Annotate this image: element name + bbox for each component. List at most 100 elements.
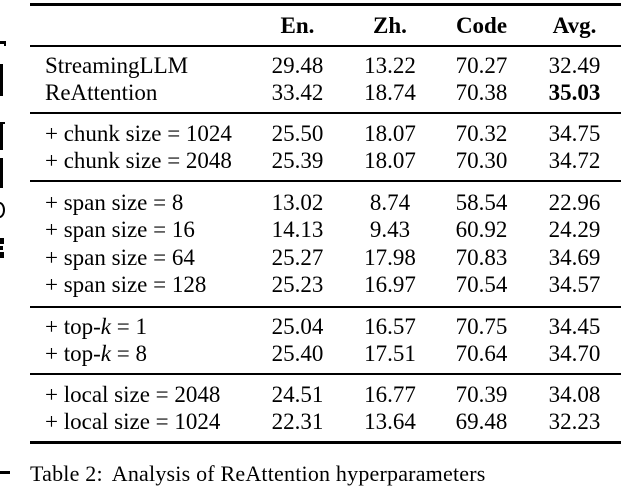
cell-en: 25.39 [271,147,324,173]
cell-zh: 17.51 [364,341,416,366]
table-row: + top-k = 1 25.04 16.57 70.75 34.45 [30,314,621,341]
cell-en: 13.02 [271,189,324,215]
cell-zh: 18.07 [364,147,416,173]
cell-code: 69.48 [455,408,508,434]
table-row: + span size = 128 25.23 16.97 70.54 34.5… [30,272,621,300]
table-toprule [30,3,621,6]
cell-avg: 34.75 [548,120,601,146]
table-midrule [30,45,621,47]
table-header-row: En. Zh. Code Avg. [30,6,621,45]
column-header-code: Code [455,12,508,38]
table-row: + span size = 8 13.02 8.74 58.54 22.96 [30,189,621,217]
row-label: + chunk size = 1024 [45,120,232,146]
cell-en: 25.23 [271,272,324,298]
table-midrule [30,112,621,114]
results-table: En. Zh. Code Avg. StreamingLLM 29.48 13.… [30,3,621,487]
cell-code: 70.75 [455,314,508,339]
clipped-text-fragment [0,238,4,244]
cell-code: 58.54 [455,189,508,215]
table-midrule [30,306,621,308]
table-row: + span size = 16 14.13 9.43 60.92 24.29 [30,217,621,245]
column-header-zh: Zh. [373,12,407,38]
cell-en: 22.31 [271,408,324,434]
clipped-text-fragment [0,41,5,44]
cell-code: 70.32 [455,120,508,146]
section-local-size: + local size = 2048 24.51 16.77 70.39 34… [30,375,621,441]
cell-avg: 32.23 [548,408,601,434]
cell-zh: 9.43 [369,217,411,243]
cell-zh: 18.74 [364,80,416,106]
cell-en: 25.50 [271,120,324,146]
section-top-k: + top-k = 1 25.04 16.57 70.75 34.45 + to… [30,308,621,373]
column-header-avg: Avg. [552,12,597,38]
table-row: StreamingLLM 29.48 13.22 70.27 32.49 [30,52,621,80]
table-row: + span size = 64 25.27 17.98 70.83 34.69 [30,244,621,272]
cell-zh: 16.57 [364,314,416,339]
cell-avg: 34.45 [548,314,601,339]
table-midrule [30,373,621,375]
cell-zh: 8.74 [369,189,411,215]
cell-code: 70.54 [455,272,508,298]
table-row: + local size = 1024 22.31 13.64 69.48 32… [30,408,621,435]
cell-code: 70.64 [455,341,508,366]
caption-number: Table 2: [30,461,103,486]
clipped-text-fragment [0,471,10,474]
row-label: + chunk size = 2048 [45,147,232,173]
cell-zh: 18.07 [364,120,416,146]
cell-en: 25.40 [271,341,324,366]
cell-avg: 34.70 [548,341,601,366]
row-label: + span size = 128 [45,272,207,298]
cell-zh: 16.77 [364,381,416,407]
clipped-text-fragment [0,64,3,96]
row-label: + local size = 2048 [45,381,221,407]
cell-avg: 24.29 [548,217,601,243]
clipped-text-fragment [3,41,6,46]
cell-avg: 22.96 [548,189,601,215]
cell-avg: 34.72 [548,147,601,173]
cell-code: 70.27 [455,52,508,78]
cell-code: 70.38 [455,80,508,106]
cell-en: 33.42 [271,80,324,106]
row-label: + span size = 16 [45,217,195,243]
clipped-text-fragment [0,122,3,150]
clipped-text-fragment [0,158,3,188]
cell-zh: 16.97 [364,272,416,298]
table-midrule [30,180,621,182]
table-row: ReAttention 33.42 18.74 70.38 35.03 [30,80,621,108]
cell-zh: 13.64 [364,408,416,434]
table-row: + chunk size = 1024 25.50 18.07 70.32 34… [30,120,621,147]
cell-avg: 34.57 [548,272,601,298]
cell-en: 25.27 [271,244,324,270]
cell-zh: 17.98 [364,244,416,270]
section-chunk-size: + chunk size = 1024 25.50 18.07 70.32 34… [30,114,621,180]
row-label: + local size = 1024 [45,408,221,434]
table-row: + local size = 2048 24.51 16.77 70.39 34… [30,381,621,408]
cell-en: 29.48 [271,52,324,78]
cell-zh: 13.22 [364,52,416,78]
clipped-text-fragment [0,252,4,258]
section-baselines: StreamingLLM 29.48 13.22 70.27 32.49 ReA… [30,47,621,112]
section-span-size: + span size = 8 13.02 8.74 58.54 22.96 +… [30,182,621,306]
cell-code: 70.83 [455,244,508,270]
cell-en: 24.51 [271,381,324,407]
cell-code: 70.39 [455,381,508,407]
row-label: ReAttention [45,80,158,106]
clipped-text-fragment [0,246,3,250]
cell-avg: 34.69 [548,244,601,270]
column-header-en: En. [280,12,315,38]
cell-avg: 34.08 [548,381,601,407]
clipped-text-fragment [0,202,5,218]
row-label: + span size = 64 [45,244,195,270]
cell-code: 60.92 [455,217,508,243]
table-row: + top-k = 8 25.40 17.51 70.64 34.70 [30,341,621,368]
table-row: + chunk size = 2048 25.39 18.07 70.30 34… [30,147,621,174]
cell-avg-best: 35.03 [548,80,601,106]
row-label: + top-k = 8 [45,341,147,366]
cell-avg: 32.49 [548,52,601,78]
cell-en: 25.04 [271,314,324,339]
cell-code: 70.30 [455,147,508,173]
caption-text: Analysis of ReAttention hyperparameters [111,461,486,486]
row-label: + span size = 8 [45,189,184,215]
row-label: StreamingLLM [45,52,189,78]
